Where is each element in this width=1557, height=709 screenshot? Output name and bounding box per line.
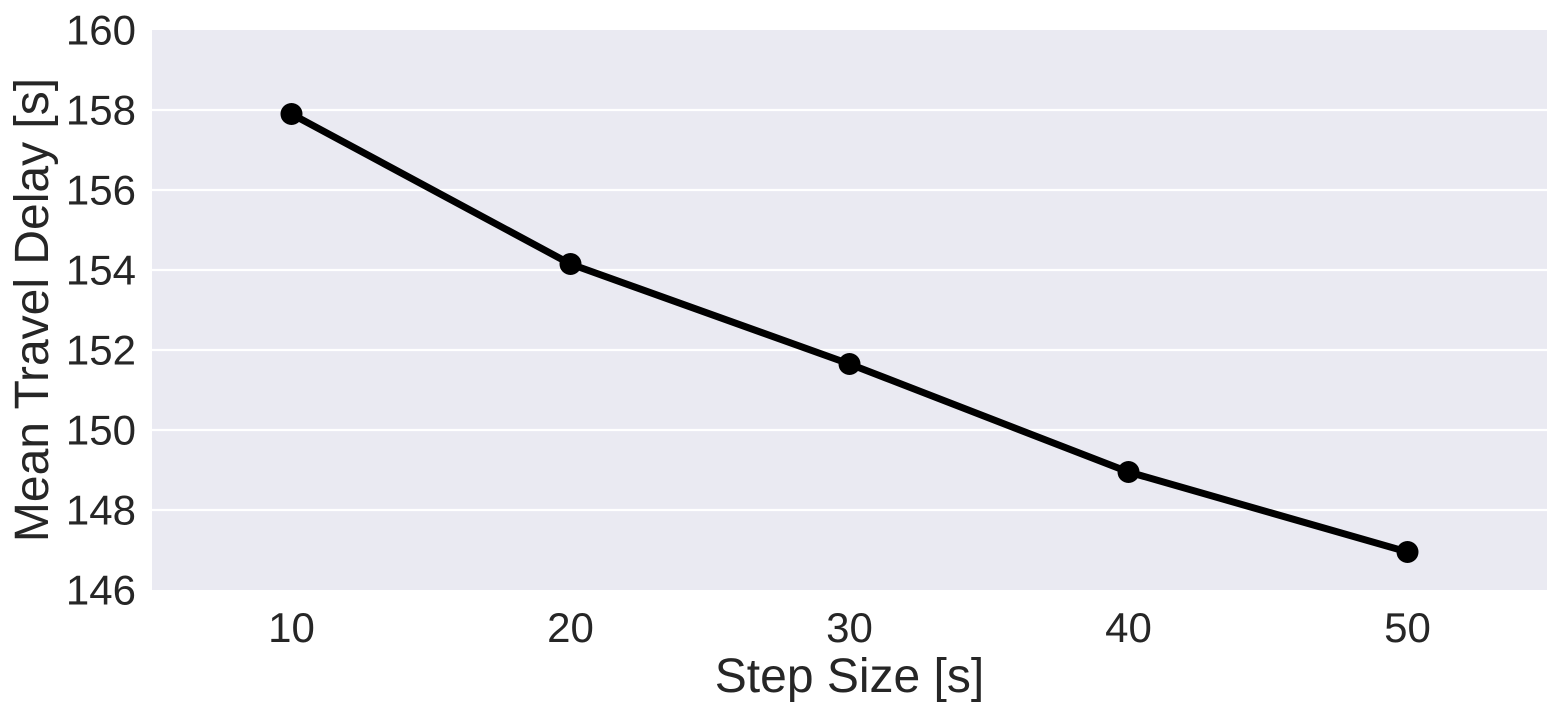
y-tick-label: 154 <box>66 247 136 294</box>
y-tick-label: 160 <box>66 7 136 54</box>
x-tick-label: 10 <box>268 604 315 651</box>
data-point <box>559 253 582 275</box>
x-tick-label: 50 <box>1384 604 1431 651</box>
y-tick-label: 148 <box>66 487 136 534</box>
data-point <box>280 103 303 125</box>
x-tick-label: 20 <box>547 604 594 651</box>
y-tick-label: 146 <box>66 567 136 614</box>
plot-area <box>152 30 1547 590</box>
y-tick-label: 152 <box>66 327 136 374</box>
y-axis-label: Mean Travel Delay [s] <box>6 78 59 542</box>
y-tick-label: 150 <box>66 407 136 454</box>
data-point <box>838 353 861 375</box>
y-tick-label: 156 <box>66 167 136 214</box>
y-tick-labels: 146 148 150 152 154 156 158 160 <box>66 7 136 614</box>
series-group <box>280 103 1419 563</box>
x-axis-label: Step Size [s] <box>715 650 984 703</box>
data-point <box>1396 541 1419 563</box>
data-point <box>1117 461 1140 483</box>
y-tick-label: 158 <box>66 87 136 134</box>
x-tick-label: 40 <box>1105 604 1152 651</box>
gridlines <box>152 108 1547 512</box>
x-tick-label: 30 <box>826 604 873 651</box>
x-tick-labels: 10 20 30 40 50 <box>268 604 1431 651</box>
